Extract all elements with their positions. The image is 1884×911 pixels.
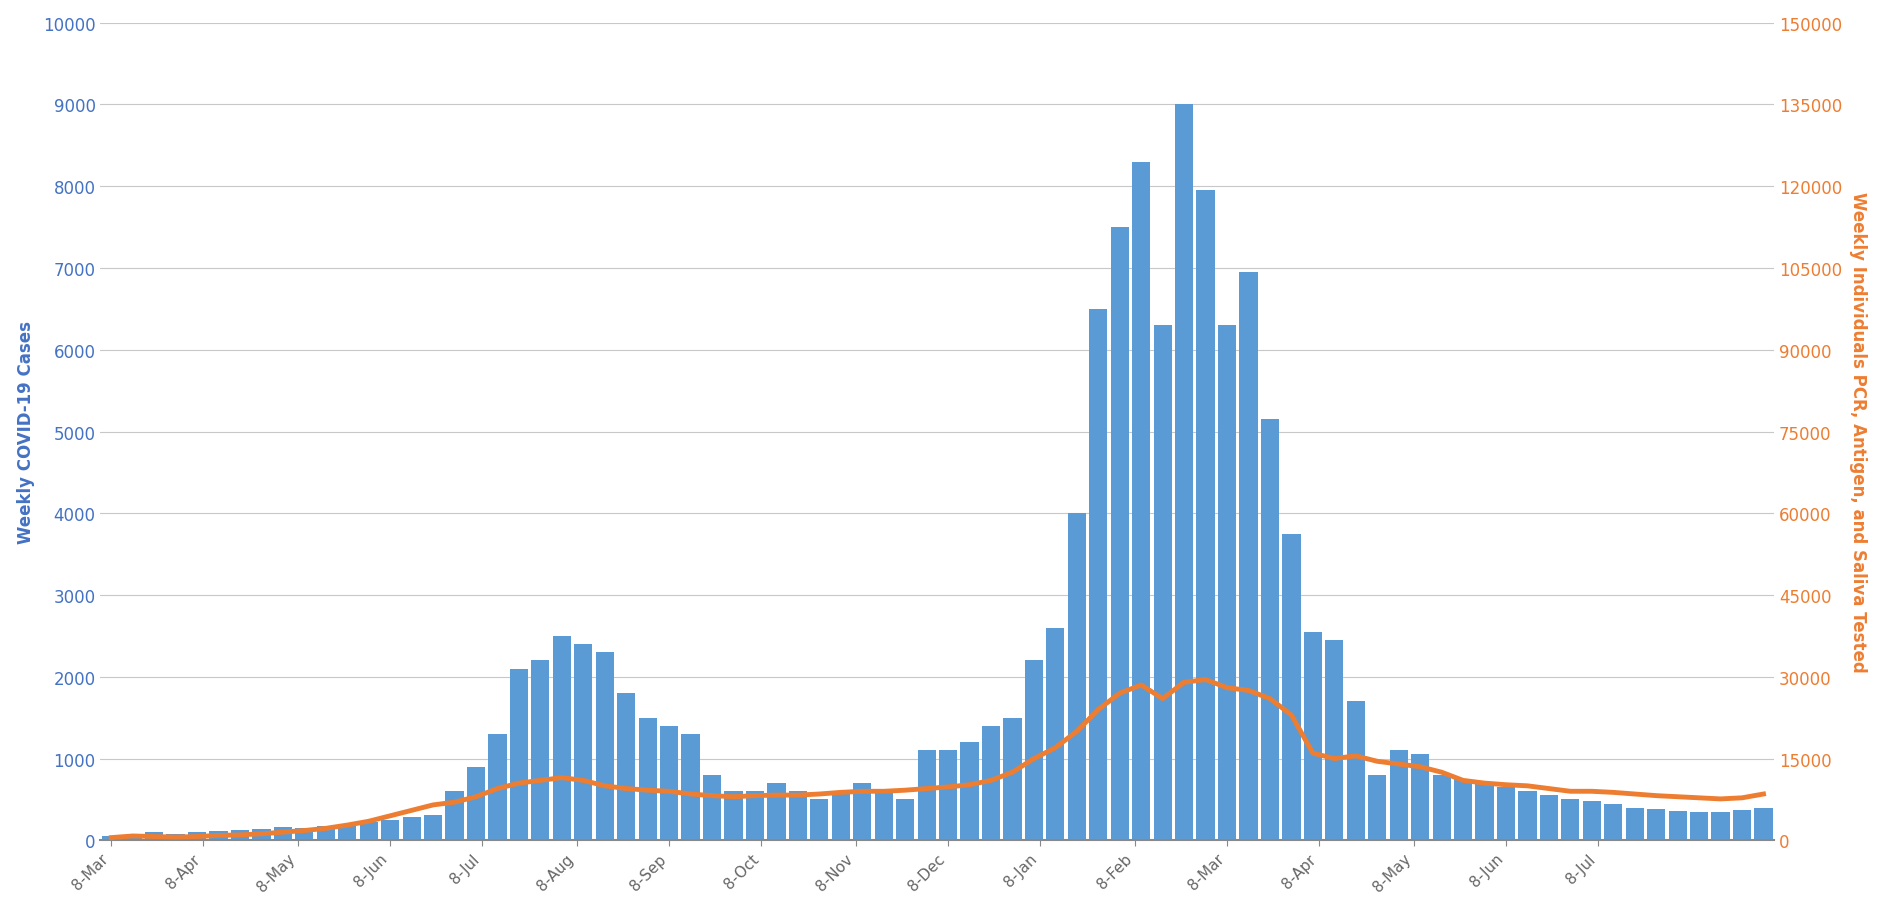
Bar <box>531 660 550 841</box>
Bar <box>1562 800 1579 841</box>
Bar <box>511 669 528 841</box>
Y-axis label: Weekly COVID-19 Cases: Weekly COVID-19 Cases <box>17 321 34 543</box>
Bar <box>1711 812 1730 841</box>
Bar <box>252 829 271 841</box>
Bar <box>296 828 313 841</box>
Bar <box>961 742 978 841</box>
Bar <box>1669 811 1686 841</box>
Bar <box>1089 310 1108 841</box>
Bar <box>1132 162 1151 841</box>
Bar <box>1498 787 1515 841</box>
Bar <box>1754 808 1773 841</box>
Bar <box>723 792 742 841</box>
Bar <box>1411 754 1430 841</box>
Bar <box>403 817 420 841</box>
Bar <box>1690 812 1709 841</box>
Bar <box>381 820 399 841</box>
Bar <box>124 834 141 841</box>
Bar <box>853 783 872 841</box>
Bar <box>831 792 850 841</box>
Bar <box>1283 534 1300 841</box>
Bar <box>767 783 786 841</box>
Bar <box>1647 809 1665 841</box>
Bar <box>188 833 205 841</box>
Bar <box>273 827 292 841</box>
Bar <box>874 792 893 841</box>
Bar <box>209 831 228 841</box>
Bar <box>1432 775 1451 841</box>
Bar <box>1324 640 1343 841</box>
Bar <box>575 644 592 841</box>
Bar <box>1068 514 1085 841</box>
Bar <box>1217 326 1236 841</box>
Bar <box>166 834 185 841</box>
Bar <box>1733 810 1750 841</box>
Bar <box>1240 272 1259 841</box>
Bar <box>552 636 571 841</box>
Bar <box>918 751 936 841</box>
Bar <box>1539 795 1558 841</box>
Bar <box>337 824 356 841</box>
Bar <box>1347 701 1364 841</box>
Bar <box>445 792 463 841</box>
Bar <box>102 836 121 841</box>
Bar <box>488 734 507 841</box>
Bar <box>1390 751 1407 841</box>
Bar <box>1112 228 1129 841</box>
Bar <box>703 775 722 841</box>
Bar <box>1260 420 1279 841</box>
Bar <box>897 800 914 841</box>
Bar <box>424 815 443 841</box>
Bar <box>982 726 1000 841</box>
Bar <box>810 800 829 841</box>
Bar <box>1475 783 1494 841</box>
Bar <box>1519 792 1537 841</box>
Bar <box>682 734 699 841</box>
Bar <box>1304 632 1323 841</box>
Bar <box>317 826 335 841</box>
Bar <box>467 767 484 841</box>
Bar <box>145 833 164 841</box>
Y-axis label: Weekly Individuals PCR, Antigen, and Saliva Tested: Weekly Individuals PCR, Antigen, and Sal… <box>1850 192 1867 672</box>
Bar <box>1196 191 1215 841</box>
Bar <box>639 718 658 841</box>
Bar <box>1176 106 1193 841</box>
Bar <box>1626 808 1645 841</box>
Bar <box>595 652 614 841</box>
Bar <box>618 693 635 841</box>
Bar <box>360 823 379 841</box>
Bar <box>789 792 806 841</box>
Bar <box>1368 775 1387 841</box>
Bar <box>1046 628 1064 841</box>
Bar <box>1454 779 1471 841</box>
Bar <box>1583 801 1601 841</box>
Bar <box>232 830 249 841</box>
Bar <box>1153 326 1172 841</box>
Bar <box>1603 804 1622 841</box>
Bar <box>1025 660 1044 841</box>
Bar <box>659 726 678 841</box>
Bar <box>746 792 765 841</box>
Bar <box>938 751 957 841</box>
Bar <box>1004 718 1021 841</box>
